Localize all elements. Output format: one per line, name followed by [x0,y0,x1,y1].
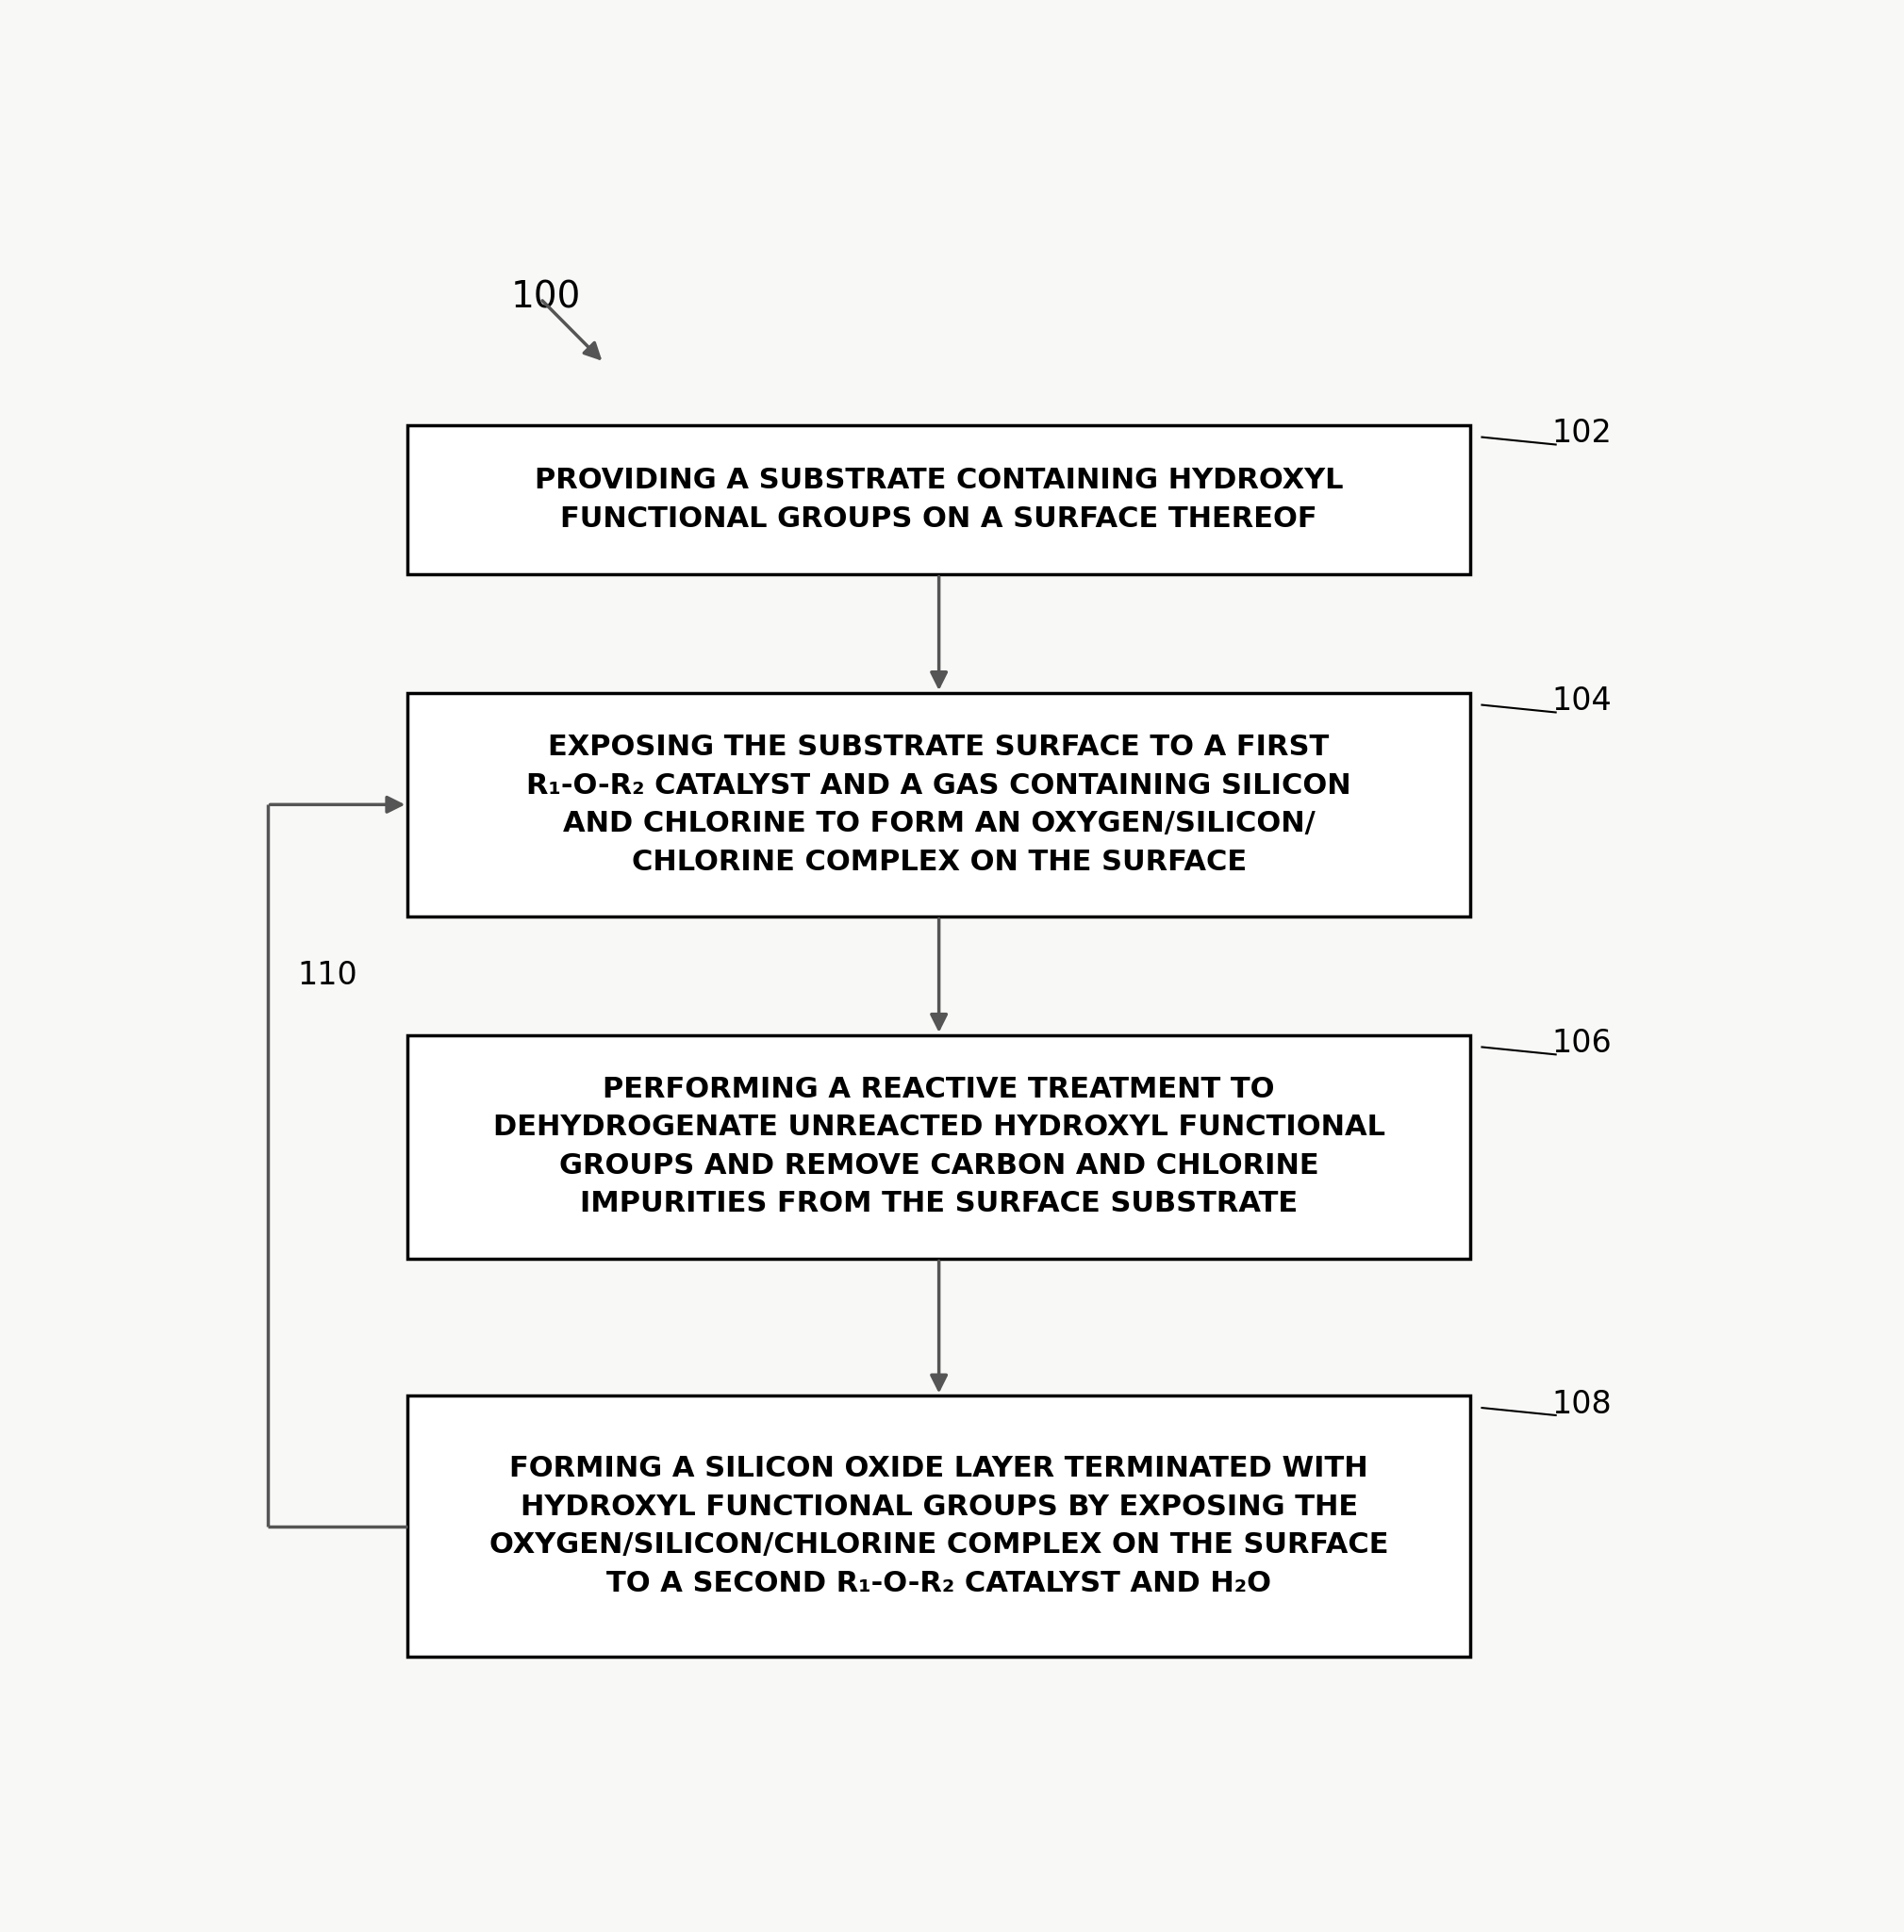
FancyBboxPatch shape [407,425,1470,574]
Text: PROVIDING A SUBSTRATE CONTAINING HYDROXYL
FUNCTIONAL GROUPS ON A SURFACE THEREOF: PROVIDING A SUBSTRATE CONTAINING HYDROXY… [535,468,1342,533]
Text: PERFORMING A REACTIVE TREATMENT TO
DEHYDROGENATE UNREACTED HYDROXYL FUNCTIONAL
G: PERFORMING A REACTIVE TREATMENT TO DEHYD… [493,1076,1384,1217]
Text: 110: 110 [297,960,358,991]
Text: 108: 108 [1552,1389,1611,1420]
Text: 100: 100 [510,280,581,315]
FancyBboxPatch shape [407,1397,1470,1656]
FancyBboxPatch shape [407,694,1470,916]
Text: 104: 104 [1552,686,1611,717]
Text: EXPOSING THE SUBSTRATE SURFACE TO A FIRST
R₁-O-R₂ CATALYST AND A GAS CONTAINING : EXPOSING THE SUBSTRATE SURFACE TO A FIRS… [527,734,1352,875]
Text: 102: 102 [1552,417,1611,448]
FancyBboxPatch shape [407,1036,1470,1258]
Text: 106: 106 [1552,1028,1611,1059]
Text: FORMING A SILICON OXIDE LAYER TERMINATED WITH
HYDROXYL FUNCTIONAL GROUPS BY EXPO: FORMING A SILICON OXIDE LAYER TERMINATED… [489,1455,1388,1598]
